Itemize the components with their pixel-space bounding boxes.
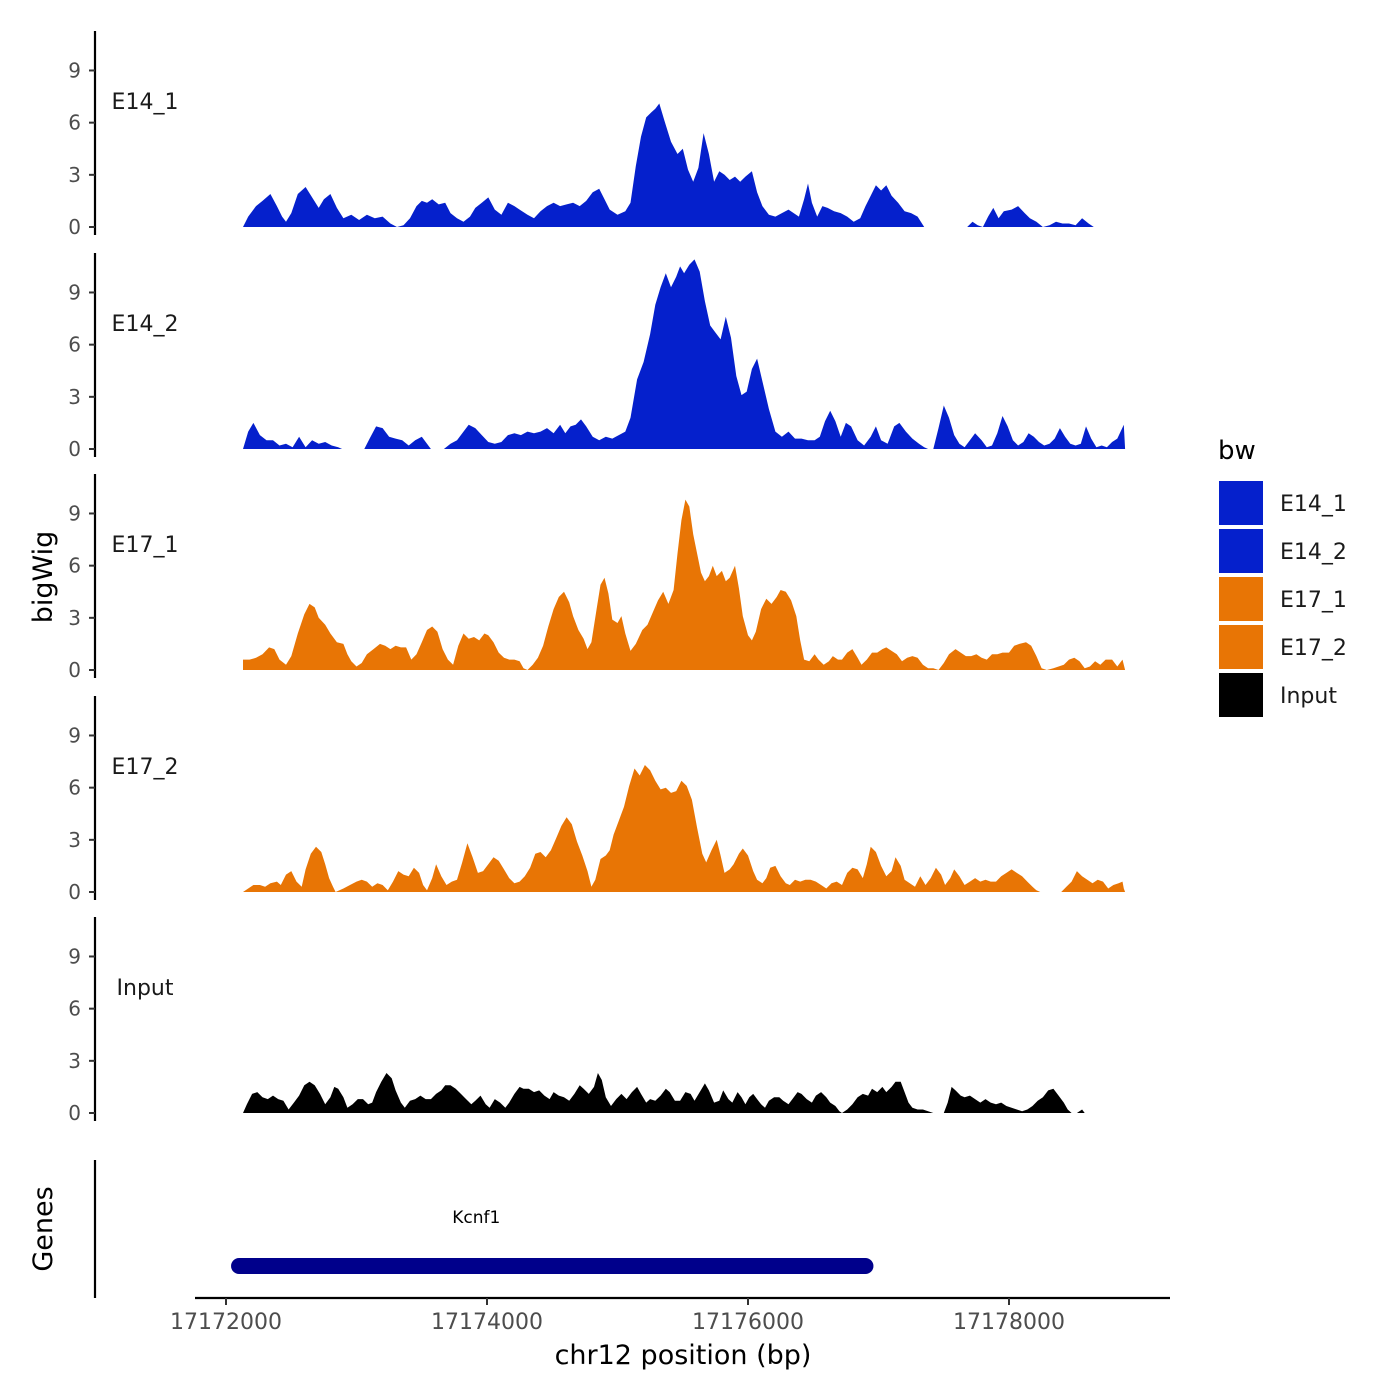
legend-swatch-Input [1219,673,1263,717]
gene-label-Kcnf1: Kcnf1 [452,1208,500,1228]
track-panel-Input: 0 3 6 9 Input [68,917,1085,1125]
legend-label-E17_2: E17_2 [1280,636,1347,661]
y-axis-title: bigWig [28,531,59,624]
x-tick-label: 17172000 [170,1310,282,1335]
y-tick-label: 9 [68,280,81,304]
y-tick-label: 0 [68,658,81,682]
track-label-E14_2: E14_2 [112,312,179,337]
y-tick-label: 6 [68,997,81,1021]
track-label-E17_2: E17_2 [112,755,179,780]
y-tick-label: 0 [68,1101,81,1125]
track-panel-E17_1: 0 3 6 9 E17_1 [68,474,1126,682]
gene-panel: Kcnf1 [93,1160,874,1298]
track-panel-E14_2: 0 3 6 9 E14_2 [68,253,1126,461]
legend-label-E14_1: E14_1 [1280,492,1347,517]
legend-label-E17_1: E17_1 [1280,588,1347,613]
legend-label-E14_2: E14_2 [1280,540,1347,565]
y-tick-label: 3 [68,606,81,630]
x-axis-title: chr12 position (bp) [555,1340,812,1371]
y-tick-label: 0 [68,437,81,461]
signal-area-E17_2 [243,765,1126,892]
legend-swatch-E14_2 [1219,529,1263,573]
track-panel-E14_1: 0 3 6 9 E14_1 [68,31,1122,239]
y-tick-label: 6 [68,111,81,135]
y-tick-label: 9 [68,944,81,968]
x-tick-label: 17178000 [953,1310,1065,1335]
y-tick-label: 6 [68,333,81,357]
y-tick-label: 3 [68,828,81,852]
legend-title: bw [1218,436,1256,466]
y-tick-label: 0 [68,880,81,904]
x-tick-label: 17174000 [431,1310,543,1335]
signal-area-Input [243,1073,1085,1113]
y-tick-label: 9 [68,501,81,525]
track-label-Input: Input [117,976,174,1001]
legend-label-Input: Input [1280,684,1337,709]
y-tick-label: 6 [68,776,81,800]
track-label-E17_1: E17_1 [112,533,179,558]
y-tick-label: 9 [68,723,81,747]
y-tick-label: 3 [68,163,81,187]
y-tick-label: 0 [68,215,81,239]
signal-area-E14_2 [243,259,1126,449]
genes-axis-title: Genes [28,1186,59,1271]
legend-swatch-E17_2 [1219,625,1263,669]
legend: bw E14_1 E14_2 E17_1 E17_2 Input [1218,436,1347,717]
signal-area-E17_1 [243,499,1126,670]
y-tick-label: 9 [68,58,81,82]
y-tick-label: 3 [68,1049,81,1073]
signal-area-E14_1 [243,103,1122,227]
track-panel-E17_2: 0 3 6 9 E17_2 [68,696,1126,904]
x-tick-label: 17176000 [692,1310,804,1335]
y-tick-label: 3 [68,385,81,409]
track-label-E14_1: E14_1 [112,90,179,115]
track-panels: 0 3 6 9 E14_1 0 3 6 9 E14_2 0 3 6 9 E17_1 0 3 6 9 E17_2 0 3 6 9… [68,31,1126,1125]
legend-swatch-E14_1 [1219,481,1263,525]
x-axis: 17172000 17174000 17176000 17178000 [170,1296,1170,1335]
y-tick-label: 6 [68,554,81,578]
legend-swatch-E17_1 [1219,577,1263,621]
